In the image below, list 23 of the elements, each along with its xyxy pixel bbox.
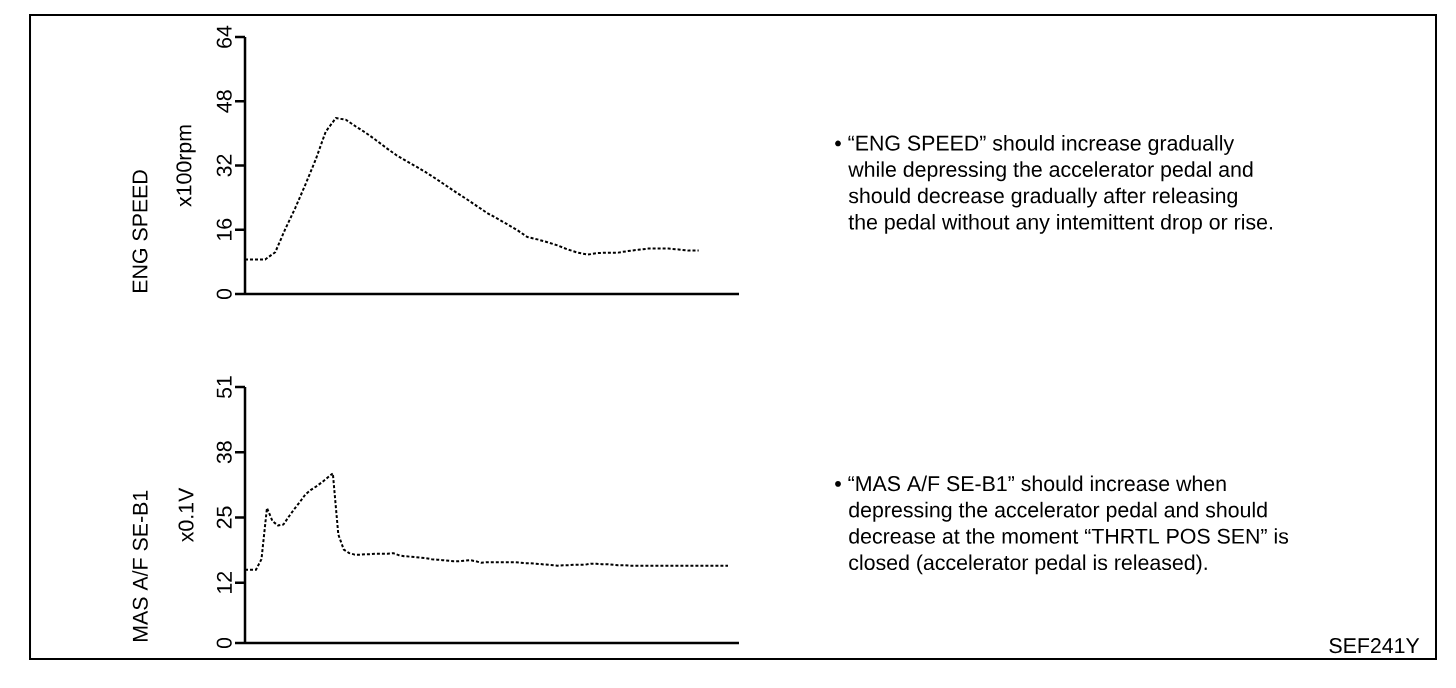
y-tick-label: 0: [216, 288, 232, 300]
y-tick-label: 0: [216, 637, 232, 649]
y-tick-label: 64: [216, 25, 232, 48]
text: • “MAS A/F SE-B1” should increase when: [835, 475, 1226, 492]
text: depressing the accelerator pedal and should: [849, 501, 1267, 522]
text: decrease at the moment “THRTL POS SEN” is: [849, 528, 1289, 544]
y-axis-title: x100rpm: [176, 125, 196, 207]
y-tick-label: 25: [216, 506, 232, 529]
text: ENG SPEED: [132, 170, 148, 292]
text: • “ENG SPEED” should increase gradually: [835, 135, 1235, 155]
y-tick-label: 32: [216, 154, 232, 177]
y-tick-label: 38: [216, 441, 232, 464]
text: while depressing the accelerator pedal and: [848, 161, 1253, 182]
text: the pedal without any intemittent drop or rise.: [848, 213, 1272, 234]
y-tick-label: 16: [216, 218, 232, 240]
y-axis-title: x0.1V: [178, 487, 194, 543]
y-tick-label: 48: [216, 90, 232, 113]
text: SEF241Y: [1329, 638, 1420, 654]
text: MAS A/F SE-B1: [132, 490, 148, 641]
text: closed (accelerator pedal is released).: [849, 554, 1207, 575]
y-tick-label: 51: [216, 376, 232, 398]
y-tick-label: 12: [216, 571, 232, 593]
text: should decrease gradually after releasing: [848, 187, 1237, 208]
